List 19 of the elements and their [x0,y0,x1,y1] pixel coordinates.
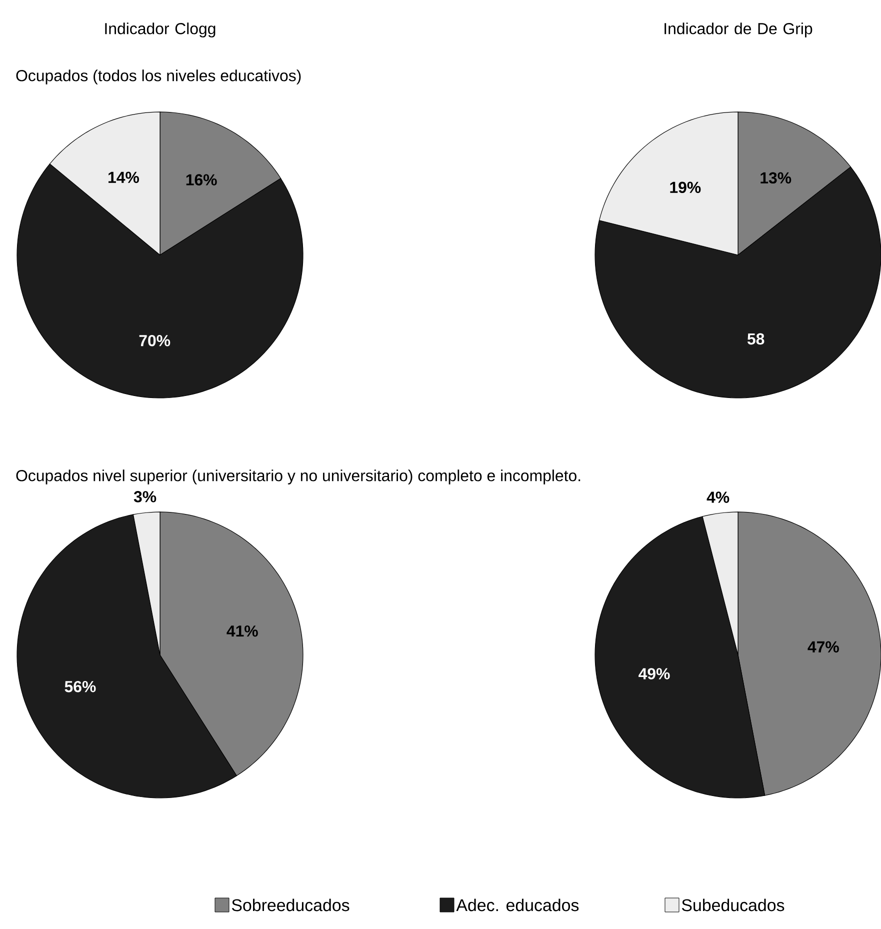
data-label: 41% [226,625,258,637]
data-label: 4% [706,492,730,503]
data-label: 19% [670,182,701,194]
data-label: 58 [747,333,764,345]
data-label: 14% [108,172,139,183]
chart-subtitle: Ocupados nivel superior (universitario y no universitario) completo e incompleto. [16,470,580,484]
data-label: 70% [139,334,170,346]
chart-title: Indicador Clogg [105,22,216,38]
legend-label: Subeducados [682,898,784,912]
data-label: 13% [760,172,792,184]
data-label: 56% [64,680,96,692]
legend-label: Adec. educados [456,898,579,912]
data-label: 47% [808,641,839,653]
chart-title: Indicador de De Grip [664,22,812,38]
chart-subtitle: Ocupados (todos los niveles educativos) [16,70,301,84]
data-label: 49% [638,668,670,680]
data-label: 16% [186,174,217,186]
legend-label: Sobreeducados [232,898,350,912]
data-label: 3% [134,491,156,502]
